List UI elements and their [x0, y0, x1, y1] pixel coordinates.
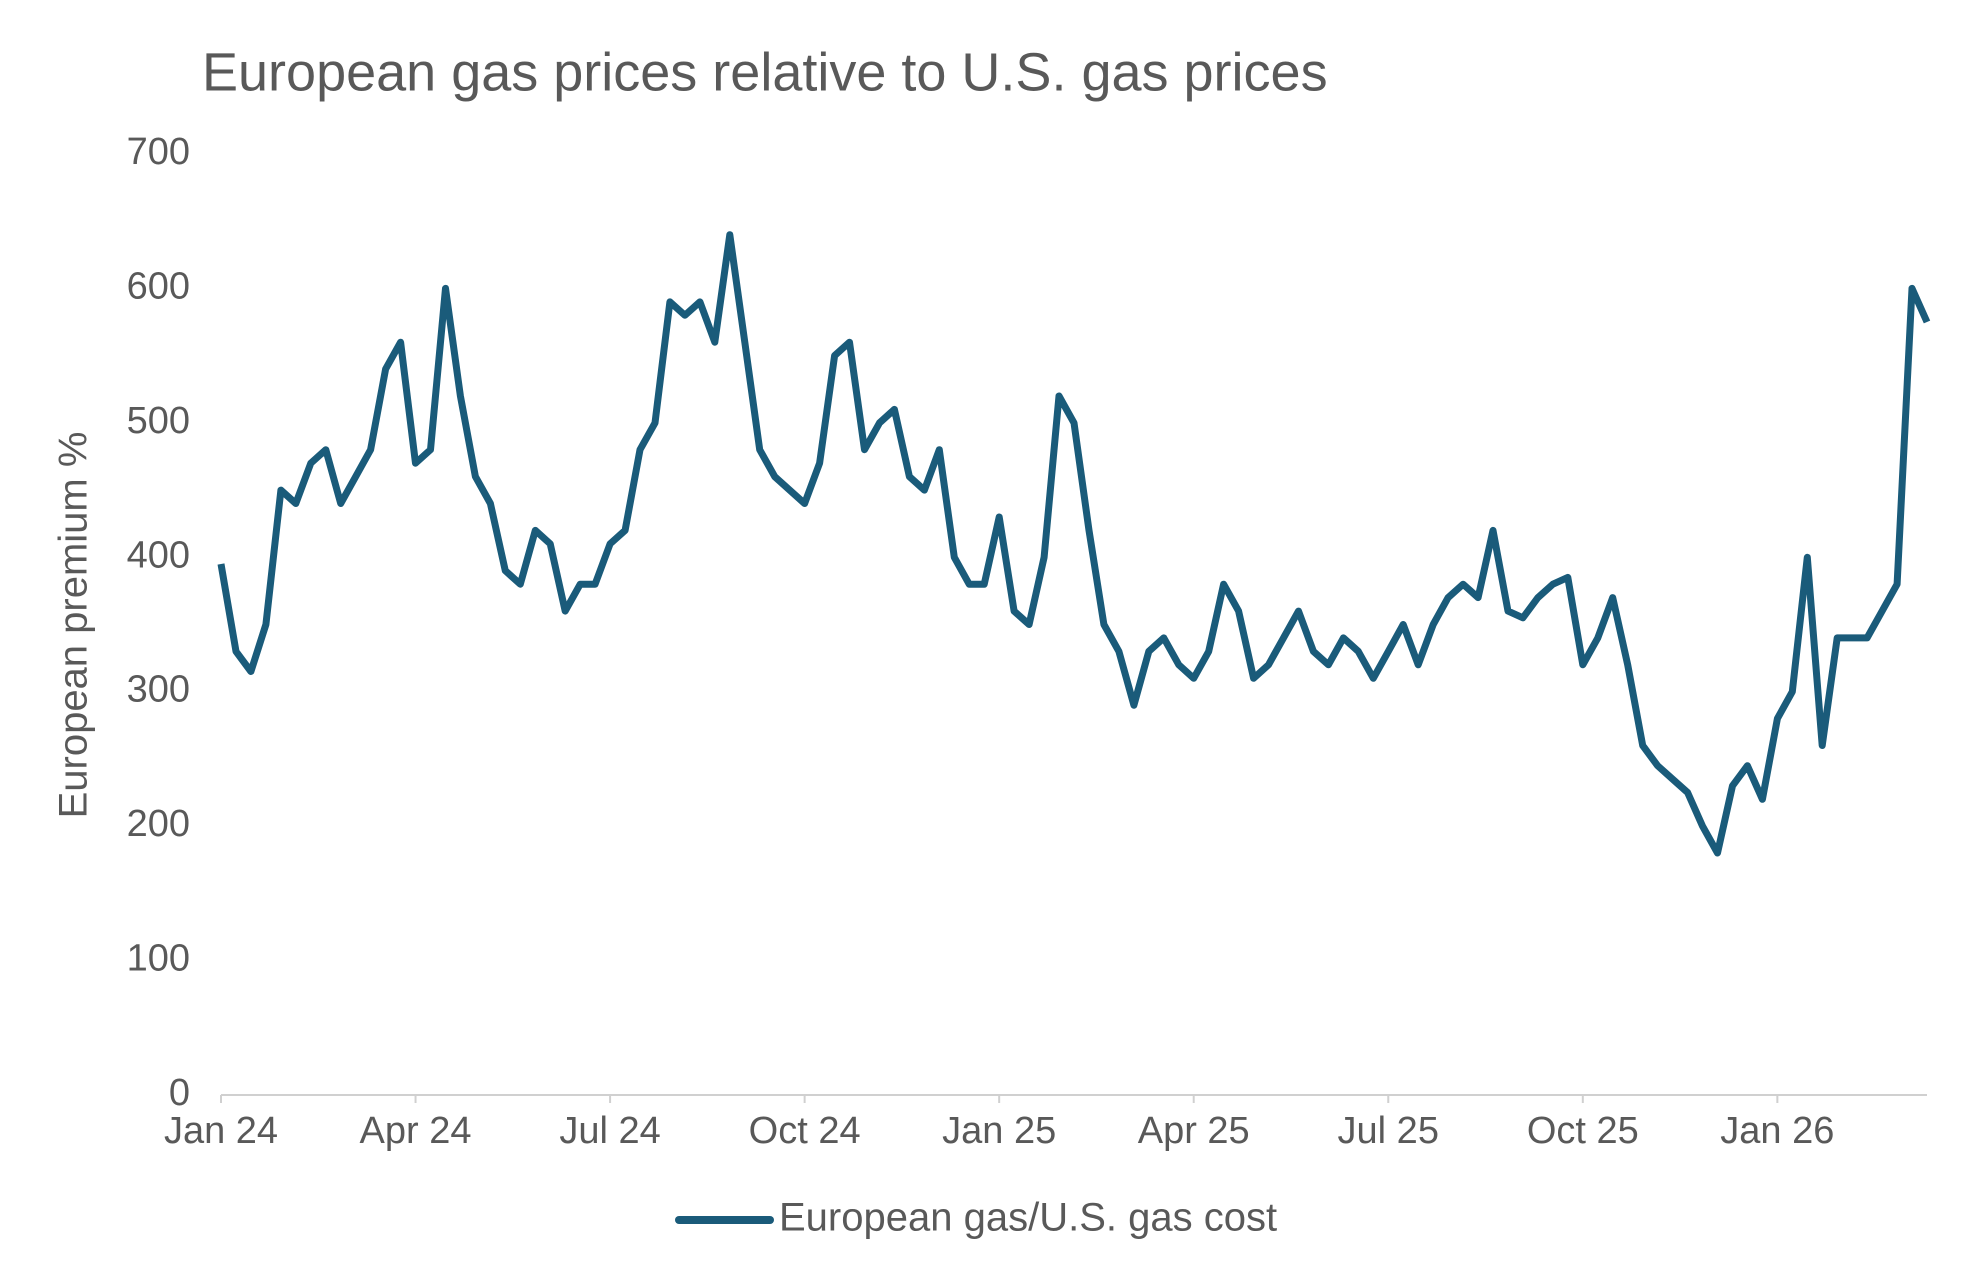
x-tick-label: Jan 26 — [1720, 1110, 1834, 1152]
x-tick-label: Jul 25 — [1338, 1110, 1439, 1152]
y-tick-label: 400 — [127, 534, 190, 576]
x-tick-label: Jul 24 — [559, 1110, 660, 1152]
x-tick-label: Apr 25 — [1138, 1110, 1250, 1152]
x-tick-label: Jan 24 — [164, 1110, 278, 1152]
x-tick-label: Jan 25 — [942, 1110, 1056, 1152]
y-tick-label: 600 — [127, 265, 190, 307]
chart-title: European gas prices relative to U.S. gas… — [202, 42, 1328, 102]
x-tick-label: Oct 25 — [1527, 1110, 1639, 1152]
y-tick-label: 0 — [169, 1072, 190, 1114]
y-tick-label: 500 — [127, 400, 190, 442]
legend-label: European gas/U.S. gas cost — [779, 1196, 1277, 1240]
y-tick-label: 300 — [127, 669, 190, 711]
x-tick-label: Oct 24 — [749, 1110, 861, 1152]
x-tick-label: Apr 24 — [360, 1110, 472, 1152]
y-axis-label: European premium % — [52, 432, 96, 819]
y-tick-label: 100 — [127, 938, 190, 980]
series-line — [217, 231, 1931, 857]
y-tick-label: 700 — [127, 131, 190, 173]
y-tick-label: 200 — [127, 803, 190, 845]
